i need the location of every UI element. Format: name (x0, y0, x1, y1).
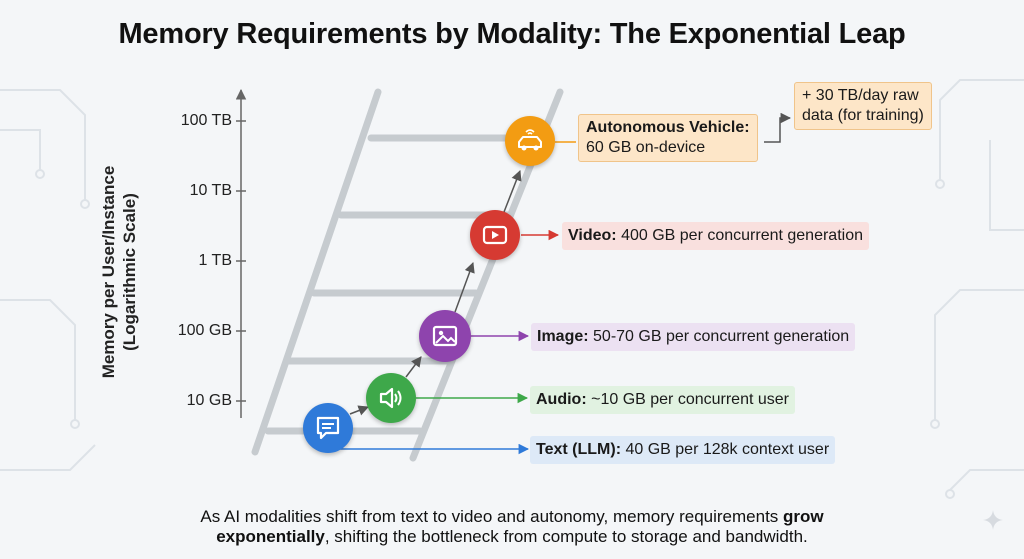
y-tick-label: 10 TB (189, 182, 232, 199)
circuit-background (0, 79, 1024, 491)
y-tick-label: 10 GB (186, 392, 232, 409)
footer-emphasis: exponentially (216, 527, 325, 546)
y-axis-tick-marks (236, 120, 246, 402)
image-node (419, 310, 471, 362)
chat-bubble-icon (316, 416, 340, 440)
vehicle-label-name: Autonomous Vehicle: (586, 119, 750, 136)
image-label-name: Image: (537, 328, 589, 345)
footer-caption: As AI modalities shift from text to vide… (0, 507, 1024, 547)
y-tick-label: 100 TB (180, 112, 232, 129)
text-label-name: Text (LLM): (536, 441, 622, 458)
y-axis-label: Memory per User/Instance (Logarithmic Sc… (98, 142, 140, 402)
audio-node (366, 373, 416, 423)
text-label: Text (LLM): 40 GB per 128k context user (530, 436, 836, 464)
y-axis-label-line1: Memory per User/Instance (99, 165, 118, 379)
footer-text: As AI modalities shift from text to vide… (200, 507, 784, 526)
y-tick-label: 1 TB (198, 252, 233, 269)
audio-label: Audio: ~10 GB per concurrent user (530, 386, 795, 414)
vehicle-node (505, 116, 555, 166)
training-note: + 30 TB/day raw data (for training) (794, 82, 932, 130)
image-label-detail: 50-70 GB per concurrent generation (593, 328, 850, 345)
video-node (470, 210, 520, 260)
footer-emphasis: grow (783, 507, 824, 526)
video-label-detail: 400 GB per concurrent generation (621, 227, 863, 244)
y-axis-label-line2: (Logarithmic Scale) (120, 193, 139, 351)
video-label: Video: 400 GB per concurrent generation (562, 222, 869, 250)
video-label-name: Video: (568, 227, 617, 244)
sparkle-icon (983, 510, 1003, 530)
footer-text: , shifting the bottleneck from compute t… (324, 527, 808, 546)
speaker-icon (379, 387, 402, 409)
vehicle-label-detail: 60 GB on-device (586, 139, 706, 156)
progression-arrows (349, 170, 522, 416)
training-connector (764, 112, 792, 143)
image-icon (432, 325, 458, 347)
training-note-line1: + 30 TB/day raw (802, 87, 919, 104)
page-title: Memory Requirements by Modality: The Exp… (118, 18, 906, 50)
ladder-rail-left (251, 88, 382, 456)
car-icon (518, 129, 542, 151)
vehicle-label: Autonomous Vehicle: 60 GB on-device (578, 114, 758, 162)
audio-label-name: Audio: (536, 391, 587, 408)
image-label: Image: 50-70 GB per concurrent generatio… (531, 323, 856, 351)
text-label-detail: 40 GB per 128k context user (625, 441, 830, 458)
text-node (303, 403, 353, 453)
training-note-line2: data (for training) (802, 107, 924, 124)
circuit-nodes (35, 169, 955, 499)
y-tick-label: 100 GB (177, 322, 232, 339)
audio-label-detail: ~10 GB per concurrent user (591, 391, 789, 408)
play-button-icon (482, 225, 508, 245)
